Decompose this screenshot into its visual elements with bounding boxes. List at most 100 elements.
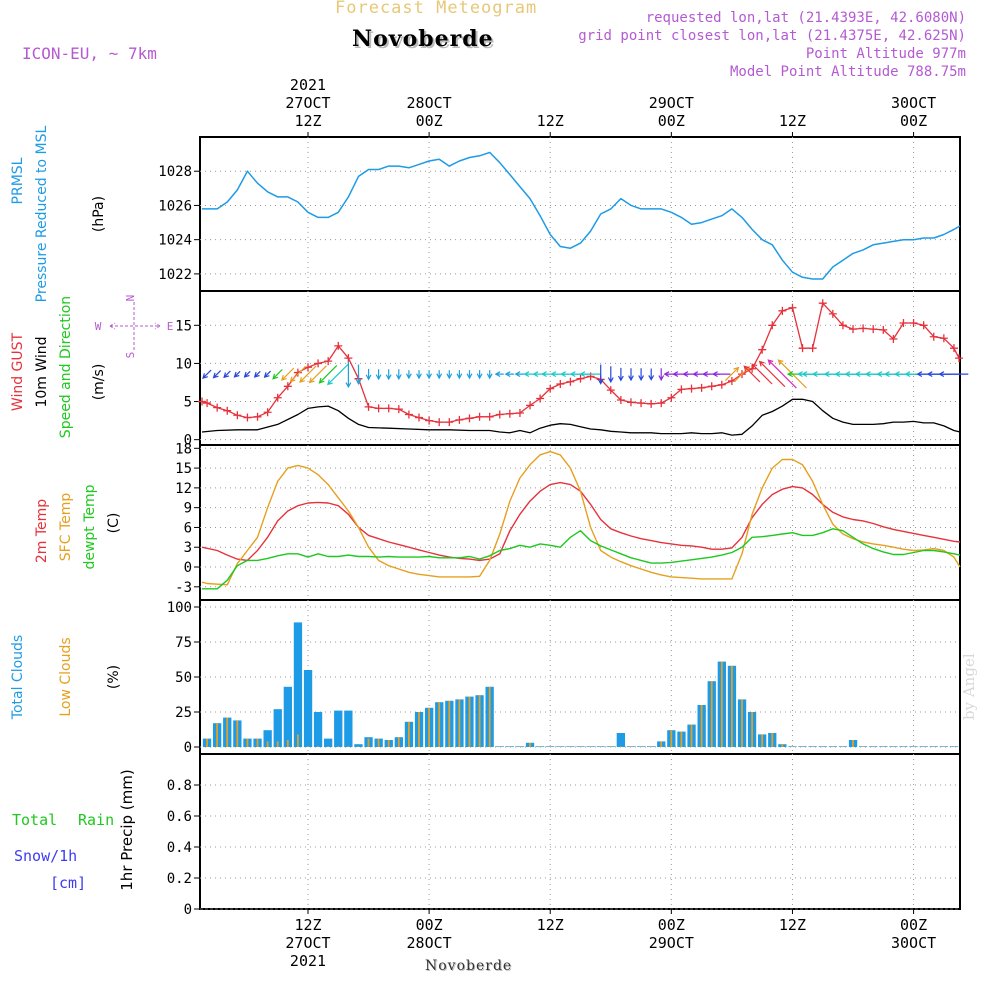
low-clouds-bar [236, 720, 239, 747]
wind-gust-marker [707, 382, 716, 391]
low-clouds-bar [720, 661, 723, 747]
total-clouds-bar [293, 622, 303, 747]
bottom-time-label: 12Z [779, 916, 806, 934]
wind-direction-arrow [395, 369, 402, 381]
temp-ylabel-unit: (C) [106, 513, 122, 534]
bottom-time-label: 00Z [900, 916, 927, 934]
wind-speed-line [201, 398, 961, 436]
pressure-panel: 1022 1024 1026 1028 [158, 137, 961, 291]
wind-direction-arrow [446, 370, 453, 380]
low-clouds-bar [216, 723, 218, 747]
wind-direction-arrow [318, 364, 338, 384]
temp-dewpoint-line [202, 528, 961, 590]
wind-gust-marker [647, 399, 656, 408]
wind-gust-marker [404, 410, 413, 419]
bottom-time-label: 27OCT [285, 934, 330, 952]
wind-gust-marker [293, 368, 302, 377]
wind-direction-arrow [579, 371, 601, 378]
wind-gust-marker [818, 299, 827, 308]
low-clouds-bar [387, 740, 390, 747]
wind-gust-marker [223, 406, 232, 415]
bottom-time-label: 30OCT [891, 934, 936, 952]
low-clouds-bar [559, 746, 562, 747]
temperature-ytick-label: -3 [175, 580, 192, 596]
wind-direction-arrow [466, 370, 473, 380]
top-time-label: 12Z [779, 112, 806, 130]
top-time-label: 2021 [290, 76, 326, 94]
wind-direction-arrow [504, 371, 514, 378]
compass-south: S [124, 352, 137, 359]
low-clouds-bar [609, 746, 612, 747]
low-clouds-bar [246, 738, 249, 747]
wind-direction-arrow [767, 359, 797, 389]
low-clouds-bar [640, 746, 642, 747]
bottom-time-label: 12Z [537, 916, 564, 934]
wind-gust-marker [415, 413, 424, 422]
wind-gust-marker [929, 332, 938, 341]
wind-gust-marker [455, 415, 464, 424]
wind-gust-marker [324, 357, 333, 366]
precip-ytick-label: 0 [184, 902, 192, 918]
clouds-ylabel-unit: (%) [106, 665, 122, 689]
precip-ytick-label: 0.4 [167, 840, 192, 856]
wind-gust-marker [899, 319, 908, 328]
temperature-ytick-label: 0 [184, 560, 192, 576]
low-clouds-bar [327, 746, 330, 747]
top-time-label: 28OCT [407, 94, 452, 112]
low-clouds-bar [811, 746, 814, 747]
wind-direction-arrow [375, 369, 382, 381]
wind-direction-arrow [233, 370, 241, 378]
low-clouds-bar [771, 733, 774, 747]
low-clouds-bar [357, 746, 360, 747]
wind-direction-arrow [711, 371, 731, 378]
wind-direction-arrow [514, 371, 525, 378]
wind-gust-marker [364, 402, 373, 411]
wind-direction-arrow [416, 370, 422, 380]
low-clouds-bar [912, 746, 915, 747]
wind-gust-marker [213, 403, 222, 412]
low-clouds-bar [892, 746, 895, 747]
wind-gust-marker [849, 325, 858, 334]
low-clouds-bar [438, 702, 441, 747]
wind-gust-marker [566, 377, 575, 386]
pressure-panel-frame [199, 136, 961, 292]
precip-ytick-label: 0.8 [167, 778, 192, 794]
precip-ylabel-unit: 1hr Precip (mm) [118, 769, 136, 890]
wind-gust-marker [203, 399, 212, 408]
low-clouds-bar [539, 746, 541, 747]
low-clouds-bar [731, 665, 733, 747]
low-clouds-bar [630, 746, 632, 747]
wind-gust-marker [687, 384, 696, 393]
wind-gust-marker [374, 404, 383, 413]
wind-direction-arrow [289, 366, 306, 383]
clouds-ytick-label: 0 [184, 740, 192, 756]
low-clouds-bar [519, 746, 521, 747]
temp-ylabel-dewpt: dewpt Temp [82, 484, 98, 569]
total-clouds-bar [313, 712, 323, 747]
wind-ytick-label: 10 [175, 356, 192, 372]
wind-gust-marker [505, 409, 514, 418]
precip-ytick-label: 0.2 [167, 871, 192, 887]
wind-gust-marker [869, 325, 878, 334]
low-clouds-bar [852, 740, 854, 747]
wind-gust-marker [233, 411, 242, 420]
temperature-ytick-label: 12 [175, 481, 192, 497]
wind-ytick-label: 15 [175, 318, 192, 334]
low-clouds-bar [741, 699, 743, 747]
low-clouds-bar [862, 746, 864, 747]
low-clouds-bar [751, 712, 753, 747]
wind-ytick-label: 0 [184, 433, 192, 449]
top-time-label: 00Z [900, 112, 927, 130]
top-time-label: 27OCT [285, 94, 330, 112]
wind-gust-marker [798, 344, 807, 353]
precip-panel: 0 0.2 0.4 0.6 0.8 [167, 754, 960, 918]
wind-direction-arrow [476, 370, 483, 380]
wind-direction-arrow [724, 366, 740, 382]
model-point-altitude: Model Point Altitude 788.75m [729, 64, 966, 80]
total-clouds-bar [303, 670, 313, 747]
wind-gust-marker [616, 396, 625, 405]
wind-gust-marker [344, 354, 353, 363]
low-clouds-bar [428, 707, 430, 747]
